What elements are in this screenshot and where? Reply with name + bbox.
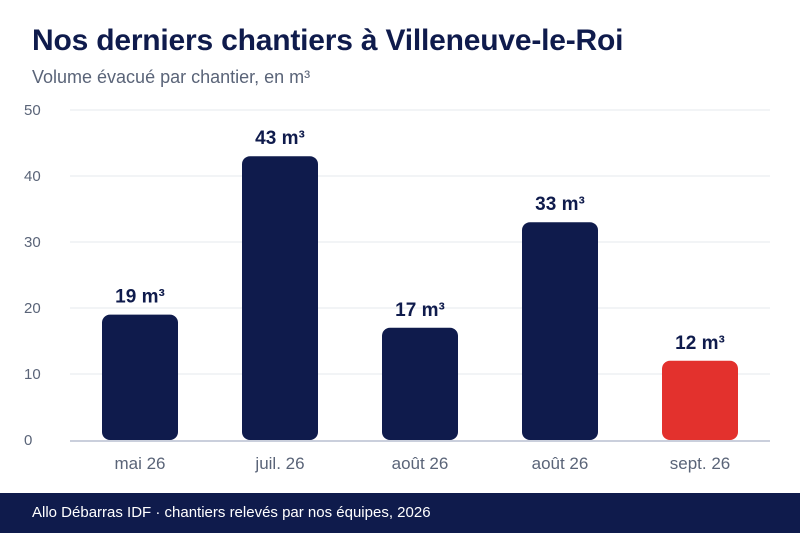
bar-value-label: 17 m³ [395,300,445,321]
y-tick-label: 40 [24,168,41,185]
x-tick-label: août 26 [392,454,449,473]
chart-title: Nos derniers chantiers à Villeneuve-le-R… [32,24,624,57]
bar-value-label: 43 m³ [255,128,305,149]
bar [662,360,738,440]
x-tick-label: sept. 26 [670,454,731,473]
y-tick-label: 0 [24,432,32,449]
bar [522,222,598,440]
x-tick-label: août 26 [532,454,589,473]
y-tick-label: 10 [24,366,41,383]
y-tick-label: 20 [24,300,41,317]
bar [242,156,318,440]
chart-subtitle: Volume évacué par chantier, en m³ [32,67,311,87]
y-tick-label: 30 [24,234,41,251]
bar-value-label: 33 m³ [535,194,585,215]
footer-source-text: Allo Débarras IDF · chantiers relevés pa… [32,504,431,521]
bar-chart: 0 10 20 30 40 50 19 m³ mai 26 43 m³ juil. 26 17 m³… [24,102,770,473]
bar [102,314,178,440]
bar [382,327,458,440]
bar-value-label: 12 m³ [675,333,725,354]
x-tick-label: juil. 26 [254,454,304,473]
y-tick-label: 50 [24,102,41,119]
footer-bar: Allo Débarras IDF · chantiers relevés pa… [0,493,800,533]
bar-value-label: 19 m³ [115,287,165,308]
x-tick-label: mai 26 [114,454,165,473]
